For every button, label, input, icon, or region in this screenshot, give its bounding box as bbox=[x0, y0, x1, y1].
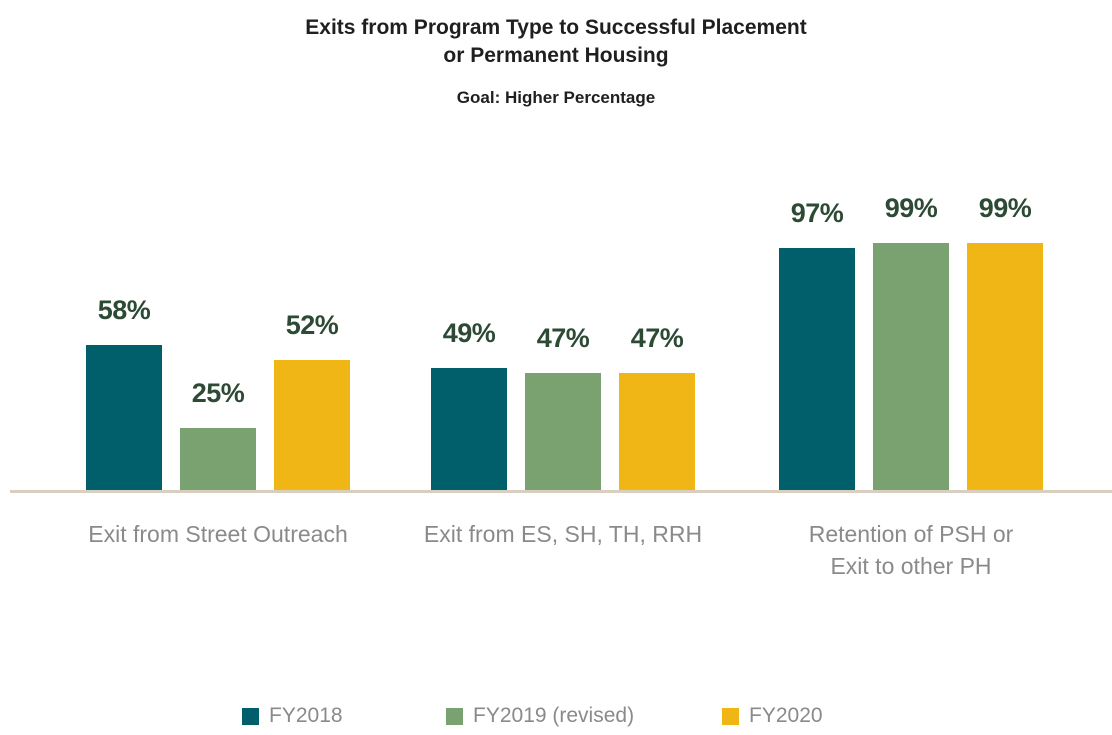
bar bbox=[180, 427, 256, 490]
bar bbox=[86, 345, 162, 490]
chart-title: Exits from Program Type to Successful Pl… bbox=[305, 16, 807, 67]
data-label: 58% bbox=[97, 295, 151, 325]
legend-label: FY2018 bbox=[269, 704, 343, 727]
bar bbox=[967, 242, 1043, 490]
bar bbox=[779, 247, 855, 490]
bar bbox=[873, 242, 949, 490]
x-tick-label: Exit from Street Outreach bbox=[88, 521, 348, 547]
legend-item: FY2019 (revised) bbox=[446, 704, 634, 728]
legend-item: FY2020 bbox=[722, 704, 823, 728]
bar bbox=[619, 372, 695, 490]
data-label: 52% bbox=[285, 310, 339, 340]
bar bbox=[274, 360, 350, 490]
data-label: 49% bbox=[442, 317, 496, 348]
data-label: 25% bbox=[191, 377, 245, 408]
legend-swatch bbox=[242, 707, 259, 725]
bar bbox=[525, 372, 601, 490]
legend-swatch bbox=[722, 707, 739, 725]
bar bbox=[431, 367, 507, 490]
chart-subtitle: Goal: Higher Percentage bbox=[456, 88, 656, 107]
data-label: 99% bbox=[884, 192, 938, 223]
data-label: 47% bbox=[536, 322, 590, 353]
baseline bbox=[10, 490, 1112, 493]
x-tick-label: Exit from ES, SH, TH, RRH bbox=[423, 521, 703, 547]
x-tick-label: Retention of PSH or Exit to other PH bbox=[808, 521, 1014, 579]
data-label: 47% bbox=[630, 322, 684, 353]
legend-item: FY2018 bbox=[242, 704, 343, 728]
legend-label: FY2020 bbox=[749, 704, 823, 727]
data-label: 99% bbox=[978, 192, 1032, 223]
legend-swatch bbox=[446, 707, 463, 725]
legend-label: FY2019 (revised) bbox=[473, 704, 635, 727]
data-label: 97% bbox=[790, 197, 844, 228]
